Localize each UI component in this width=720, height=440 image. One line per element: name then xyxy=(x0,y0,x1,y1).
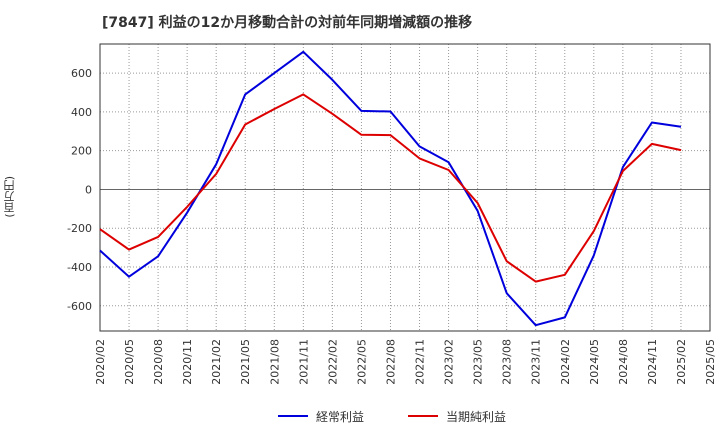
plot-area xyxy=(100,44,710,331)
x-tick-label: 2020/02 xyxy=(94,339,107,385)
x-tick-label: 2022/02 xyxy=(326,339,339,385)
x-tick-label: 2021/11 xyxy=(297,339,310,385)
x-tick-label: 2020/08 xyxy=(152,339,165,385)
x-tick-label: 2021/02 xyxy=(210,339,223,385)
x-tick-label: 2024/11 xyxy=(646,339,659,385)
y-tick-label: 400 xyxy=(71,106,92,119)
x-tick-label: 2023/05 xyxy=(472,339,485,385)
x-tick-label: 2020/11 xyxy=(181,339,194,385)
y-tick-label: 600 xyxy=(71,67,92,80)
x-tick-label: 2020/05 xyxy=(123,339,136,385)
y-tick-label: 200 xyxy=(71,145,92,158)
x-tick-label: 2022/11 xyxy=(414,339,427,385)
x-tick-label: 2024/05 xyxy=(588,339,601,385)
x-tick-label: 2023/11 xyxy=(530,339,543,385)
y-tick-label: -400 xyxy=(67,261,92,274)
x-tick-label: 2023/02 xyxy=(443,339,456,385)
x-tick-label: 2025/02 xyxy=(675,339,688,385)
legend-label-2: 当期純利益 xyxy=(446,410,506,424)
x-tick-label: 2025/05 xyxy=(704,339,717,385)
y-tick-label: 0 xyxy=(85,183,92,196)
x-tick-label: 2023/08 xyxy=(501,339,514,385)
x-tick-label: 2024/08 xyxy=(617,339,630,385)
x-tick-label: 2022/08 xyxy=(384,339,397,385)
series-line-2 xyxy=(99,93,682,283)
y-tick-label: -600 xyxy=(67,300,92,313)
x-tick-label: 2024/02 xyxy=(559,339,572,385)
legend-label-1: 経常利益 xyxy=(316,410,364,424)
x-tick-label: 2021/08 xyxy=(268,339,281,385)
y-tick-label: -200 xyxy=(67,222,92,235)
chart-title: [7847] 利益の12か月移動合計の対前年同期増減額の推移 xyxy=(102,15,473,31)
x-tick-label: 2021/05 xyxy=(239,339,252,385)
plot-border xyxy=(99,43,711,332)
x-tick-label: 2022/05 xyxy=(355,339,368,385)
